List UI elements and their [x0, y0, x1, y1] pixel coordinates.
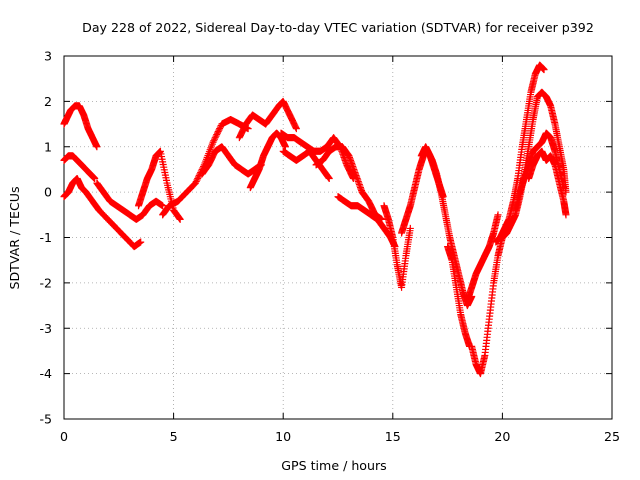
satellite-track-23 [525, 147, 570, 219]
x-tick-label: 15 [385, 429, 401, 444]
data-point [213, 129, 221, 137]
satellite-track-19 [463, 211, 502, 305]
x-axis-label: GPS time / hours [281, 458, 386, 473]
data-point [192, 179, 200, 187]
data-layer [60, 61, 570, 378]
data-point [216, 125, 224, 133]
y-tick-label: 1 [44, 139, 52, 154]
data-point [210, 137, 218, 145]
x-tick-label: 5 [170, 429, 178, 444]
satellite-track-2 [60, 152, 99, 183]
y-tick-label: -4 [39, 366, 52, 381]
data-point [212, 132, 220, 140]
y-tick-label: -2 [39, 275, 52, 290]
satellite-track-17 [444, 243, 474, 350]
data-point [137, 238, 145, 246]
data-point [159, 202, 167, 210]
data-point [192, 178, 200, 186]
y-tick-label: -3 [39, 321, 52, 336]
data-point [176, 215, 184, 223]
satellite-track-6 [159, 116, 252, 219]
satellite-track-1 [60, 102, 101, 151]
data-point [494, 211, 502, 219]
y-tick-label: 0 [44, 185, 52, 200]
data-point [193, 176, 201, 184]
chart-title: Day 228 of 2022, Sidereal Day-to-day VTE… [82, 20, 594, 35]
x-tick-label: 20 [494, 429, 510, 444]
satellite-track-16 [417, 143, 447, 201]
data-point [292, 125, 300, 133]
data-point [562, 211, 570, 219]
axes-layer: 0 5 10 15 20 25 -5 -4 -3 -2 -1 0 1 2 3 [39, 49, 620, 445]
data-point [215, 126, 223, 134]
plot-frame [63, 55, 613, 420]
data-point [194, 173, 202, 181]
y-tick-label: -1 [39, 230, 52, 245]
y-axis-label: SDTVAR / TECUs [7, 186, 22, 289]
data-point [439, 193, 447, 201]
data-point [406, 224, 414, 232]
data-point [209, 138, 217, 146]
satellite-track-3 [60, 175, 145, 251]
data-point [211, 134, 219, 142]
satellite-track-10 [277, 129, 357, 183]
data-point [194, 175, 202, 183]
y-tick-label: 3 [44, 49, 52, 64]
data-point [213, 131, 221, 139]
x-tick-label: 25 [604, 429, 620, 444]
x-tick-label: 10 [275, 429, 291, 444]
satellite-track-14 [380, 202, 414, 291]
y-tick-label: -5 [39, 412, 52, 427]
y-tick-label: 2 [44, 94, 52, 109]
data-point [214, 128, 222, 136]
satellite-track-4 [93, 179, 167, 223]
data-point [325, 175, 333, 183]
data-point [91, 175, 99, 183]
x-tick-label: 0 [60, 429, 68, 444]
satellite-track-12 [312, 143, 386, 223]
data-point [93, 143, 101, 151]
satellite-track-8 [235, 97, 300, 142]
data-point [211, 135, 219, 143]
satellite-track-9 [246, 129, 289, 192]
data-point [540, 66, 548, 74]
